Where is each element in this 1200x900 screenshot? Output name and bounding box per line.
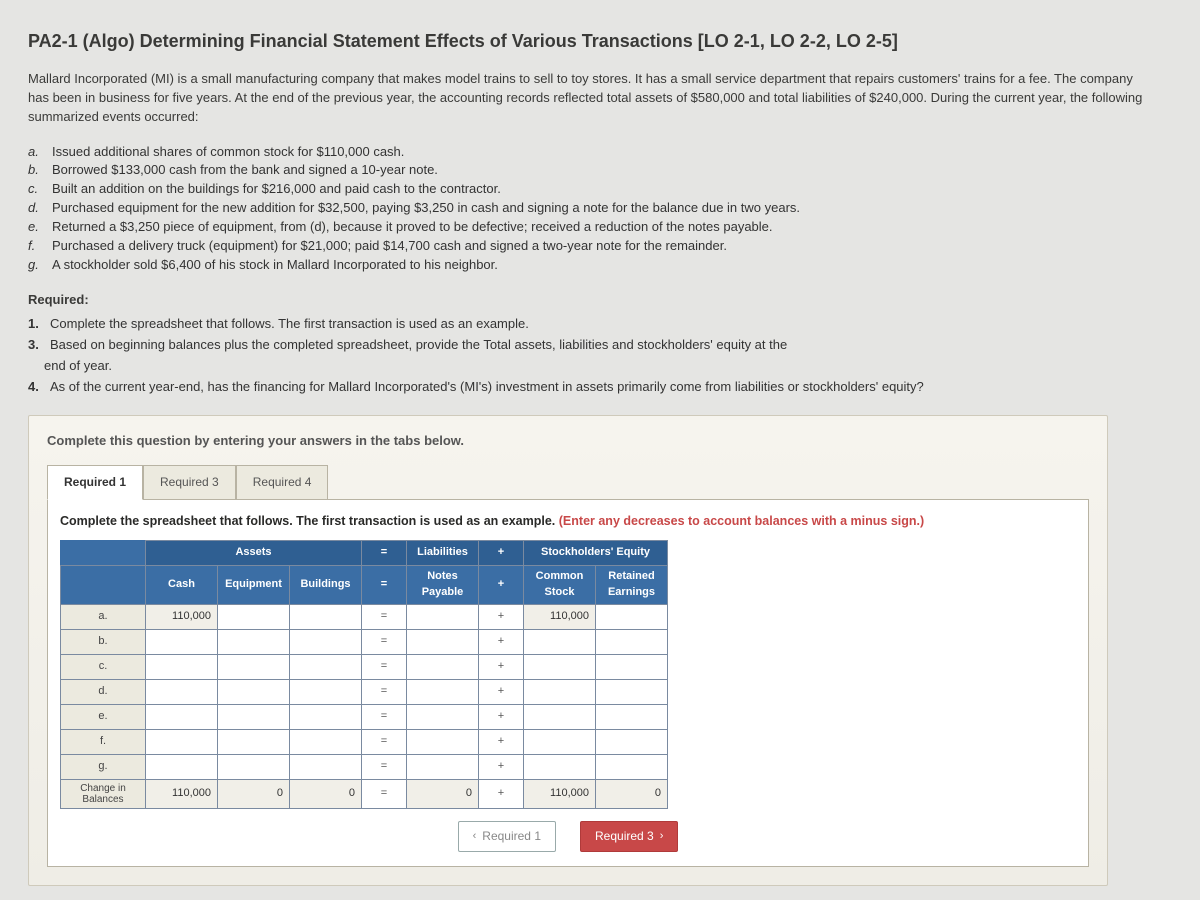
event-label: d. <box>28 199 46 218</box>
tot-cs: 110,000 <box>524 779 596 808</box>
req-text: As of the current year-end, has the fina… <box>50 378 924 397</box>
event-label: f. <box>28 237 46 256</box>
event-label: c. <box>28 180 46 199</box>
th-stockholders-equity: Stockholders' Equity <box>524 541 668 566</box>
event-text: Issued additional shares of common stock… <box>52 143 404 162</box>
intro-paragraph: Mallard Incorporated (MI) is a small man… <box>28 70 1148 127</box>
tot-equip: 0 <box>218 779 290 808</box>
event-text: Built an addition on the buildings for $… <box>52 180 501 199</box>
cell-re[interactable] <box>596 604 668 629</box>
event-text: Returned a $3,250 piece of equipment, fr… <box>52 218 773 237</box>
th-plus: + <box>479 566 524 605</box>
th-notes-payable: Notes Payable <box>407 566 479 605</box>
tot-cash: 110,000 <box>146 779 218 808</box>
table-row-totals: Change in Balances 110,000 0 0 = 0 + 110… <box>61 779 668 808</box>
event-text: A stockholder sold $6,400 of his stock i… <box>52 256 498 275</box>
chevron-left-icon: ‹ <box>473 829 477 845</box>
table-row: e.=+ <box>61 704 668 729</box>
table-row: d.=+ <box>61 679 668 704</box>
tab-instruction: Complete the spreadsheet that follows. T… <box>60 512 1076 530</box>
spreadsheet-table: Assets = Liabilities + Stockholders' Equ… <box>60 540 668 809</box>
th-assets: Assets <box>146 541 362 566</box>
cell-plus: + <box>479 604 524 629</box>
event-label: a. <box>28 143 46 162</box>
row-label: a. <box>61 604 146 629</box>
tab-required-3[interactable]: Required 3 <box>143 465 236 500</box>
cell-cash: 110,000 <box>146 604 218 629</box>
th-cash: Cash <box>146 566 218 605</box>
chevron-right-icon: › <box>660 829 664 845</box>
event-text: Borrowed $133,000 cash from the bank and… <box>52 161 438 180</box>
table-row: b.=+ <box>61 629 668 654</box>
th-liabilities: Liabilities <box>407 541 479 566</box>
req-num: 1. <box>28 315 44 334</box>
event-label: g. <box>28 256 46 275</box>
tabs: Required 1 Required 3 Required 4 <box>47 465 1089 500</box>
table-row: c.=+ <box>61 654 668 679</box>
required-heading: Required: <box>28 291 1172 310</box>
event-label: b. <box>28 161 46 180</box>
next-button[interactable]: Required 3 › <box>580 821 678 852</box>
tab-body: Complete the spreadsheet that follows. T… <box>47 499 1089 867</box>
sheet-hint: Complete this question by entering your … <box>47 432 1089 451</box>
event-text: Purchased a delivery truck (equipment) f… <box>52 237 727 256</box>
page-title: PA2-1 (Algo) Determining Financial State… <box>28 28 1172 54</box>
tot-np: 0 <box>407 779 479 808</box>
cell-np[interactable] <box>407 604 479 629</box>
table-row: a. 110,000 = + 110,000 <box>61 604 668 629</box>
event-text: Purchased equipment for the new addition… <box>52 199 800 218</box>
req-num: 4. <box>28 378 44 397</box>
th-eq: = <box>362 541 407 566</box>
req-text: end of year. <box>44 357 112 376</box>
table-row: g.=+ <box>61 754 668 779</box>
th-common-stock: Common Stock <box>524 566 596 605</box>
cell-equipment[interactable] <box>218 604 290 629</box>
th-eq: = <box>362 566 407 605</box>
cell-buildings[interactable] <box>290 604 362 629</box>
th-equipment: Equipment <box>218 566 290 605</box>
events-list: a. Issued additional shares of common sto… <box>28 143 1172 275</box>
tot-bld: 0 <box>290 779 362 808</box>
event-label: e. <box>28 218 46 237</box>
required-list: 1. Complete the spreadsheet that follows.… <box>28 315 1172 396</box>
th-plus: + <box>479 541 524 566</box>
tab-required-4[interactable]: Required 4 <box>236 465 329 500</box>
tot-re: 0 <box>596 779 668 808</box>
th-buildings: Buildings <box>290 566 362 605</box>
prev-button: ‹ Required 1 <box>458 821 556 852</box>
tab-required-1[interactable]: Required 1 <box>47 465 143 500</box>
row-label-totals: Change in Balances <box>61 779 146 808</box>
cell-cs: 110,000 <box>524 604 596 629</box>
req-text: Based on beginning balances plus the com… <box>50 336 787 355</box>
table-row: f.=+ <box>61 729 668 754</box>
cell-eq: = <box>362 604 407 629</box>
answer-sheet: Complete this question by entering your … <box>28 415 1108 887</box>
req-num: 3. <box>28 336 44 355</box>
req-text: Complete the spreadsheet that follows. T… <box>50 315 529 334</box>
th-retained-earnings: Retained Earnings <box>596 566 668 605</box>
